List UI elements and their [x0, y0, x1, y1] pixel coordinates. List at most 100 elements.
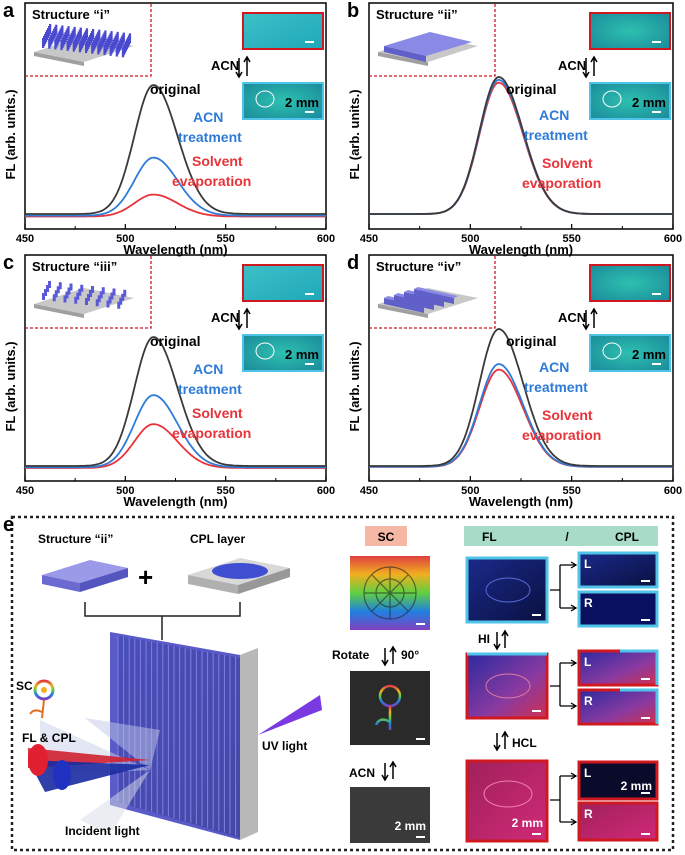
plus-sign: +: [138, 562, 153, 592]
y-axis-label: FL (arb. units.): [3, 341, 18, 431]
label-acn: ACN: [193, 109, 223, 125]
panel-e: e Structure “ii” CPL layer +: [3, 514, 675, 852]
panel-letter-d: d: [347, 252, 359, 274]
structure-a-pattern: [42, 24, 132, 58]
x-axis-label: Wavelength (nm): [469, 242, 573, 257]
sc-label: SC: [16, 679, 33, 693]
label-treatment: treatment: [524, 379, 588, 395]
x-tick-label: 450: [360, 233, 378, 245]
cpl-scale: 2 mm: [621, 779, 652, 793]
y-axis-label: FL (arb. units.): [347, 89, 362, 179]
sc-flower-icon: [29, 679, 55, 719]
y-axis-label: FL (arb. units.): [3, 89, 18, 179]
hcl-label: HCL: [512, 736, 537, 750]
series-original: [25, 84, 326, 215]
x-tick-label: 550: [562, 485, 580, 497]
label-evaporation: evaporation: [172, 173, 251, 189]
structure-d-pattern: [384, 287, 458, 313]
label-treatment: treatment: [524, 127, 588, 143]
inset-image-after-acn: [242, 12, 324, 50]
series-original: [369, 328, 673, 467]
scale-label: 2 mm: [285, 95, 319, 110]
x-tick-label: 550: [562, 233, 580, 245]
series-acn-treatment: [25, 156, 326, 217]
sc-header: SC: [378, 530, 395, 544]
scale-label: 2 mm: [285, 347, 319, 362]
structure-label-c: Structure “iii”: [32, 259, 117, 274]
x-tick-label: 450: [16, 233, 34, 245]
acn-label-e: ACN: [349, 766, 375, 780]
r-label-2: R: [584, 694, 593, 708]
fl-image-2: [465, 652, 549, 720]
blue-beam-end: [53, 760, 71, 790]
acn-label: ACN: [558, 310, 586, 325]
deg-label: 90°: [401, 648, 419, 662]
grating-device: [110, 632, 258, 840]
x-tick-label: 600: [317, 233, 335, 245]
uv-light-label: UV light: [262, 739, 307, 753]
fl-image-3: [465, 759, 549, 843]
x-axis-label: Wavelength (nm): [123, 242, 227, 257]
l-label-1: L: [584, 557, 591, 571]
sc-image-3: [350, 787, 430, 843]
uv-beam: [258, 695, 322, 735]
panel-d: d 450 500 550 600 Wavelength (nm) FL (arb. uni…: [347, 252, 682, 509]
x-tick-label: 550: [216, 485, 234, 497]
scale-label: 2 mm: [632, 95, 666, 110]
label-original: original: [150, 81, 201, 97]
acn-label: ACN: [211, 310, 239, 325]
label-original: original: [506, 81, 557, 97]
label-treatment: treatment: [178, 381, 242, 397]
inset-image-after-acn: [242, 264, 324, 302]
fl-scale: 2 mm: [512, 816, 543, 830]
label-acn: ACN: [193, 361, 223, 377]
x-tick-label: 500: [461, 233, 479, 245]
structure-label-b: Structure “ii”: [376, 7, 458, 22]
label-treatment: treatment: [178, 129, 242, 145]
label-acn: ACN: [539, 107, 569, 123]
x-tick-label: 450: [16, 485, 34, 497]
substrate: [34, 288, 134, 314]
cpl-layer-plate: [188, 558, 290, 594]
fl-header: FL: [482, 530, 497, 544]
fl-cpl-label: FL & CPL: [22, 731, 76, 745]
acn-label: ACN: [558, 58, 586, 73]
inset-image-after-acn: [589, 12, 671, 50]
l-label-2: L: [584, 655, 591, 669]
label-evaporation: evaporation: [522, 175, 601, 191]
label-solvent: Solvent: [542, 155, 593, 171]
series-acn-treatment: [369, 363, 673, 468]
y-axis-label: FL (arb. units.): [347, 341, 362, 431]
slash-header: /: [565, 530, 569, 544]
series-original: [25, 336, 326, 467]
red-beam-end: [28, 744, 48, 776]
structure-b-pattern: [384, 32, 472, 62]
series-acn-treatment: [25, 394, 326, 469]
r-label-3: R: [584, 807, 593, 821]
x-tick-label: 550: [216, 233, 234, 245]
cpl-layer-label: CPL layer: [190, 532, 245, 546]
structure-ii-slab: [42, 560, 128, 592]
label-evaporation: evaporation: [172, 425, 251, 441]
x-tick-label: 500: [116, 485, 134, 497]
label-evaporation: evaporation: [522, 427, 601, 443]
panel-letter-c: c: [3, 252, 14, 274]
hi-label: HI: [478, 632, 490, 646]
structure-c-pattern: [42, 281, 127, 309]
series-solvent-evaporation: [369, 368, 673, 468]
x-axis-label: Wavelength (nm): [469, 494, 573, 509]
x-tick-label: 600: [317, 485, 335, 497]
fl-image-1: [465, 556, 549, 624]
l-label-3: L: [584, 766, 591, 780]
structure-label-a: Structure “i”: [32, 7, 110, 22]
x-axis-label: Wavelength (nm): [123, 494, 227, 509]
panel-a: a 450 500 550 600 Wavelength (nm) FL (arb. uni…: [3, 0, 335, 257]
r-label-1: R: [584, 596, 593, 610]
panel-letter-a: a: [3, 0, 15, 22]
structure-label-d: Structure “iv”: [376, 259, 461, 274]
label-acn: ACN: [539, 359, 569, 375]
label-original: original: [506, 333, 557, 349]
incident-light-label: Incident light: [65, 824, 140, 838]
panel-b: b 450 500 550 600 Wavelength (nm) FL (arb. uni…: [347, 0, 682, 257]
x-tick-label: 600: [664, 485, 682, 497]
